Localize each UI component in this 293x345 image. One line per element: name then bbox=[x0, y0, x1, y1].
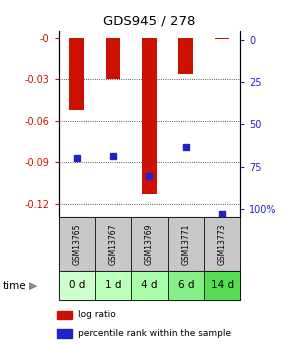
Bar bbox=[168, 271, 204, 300]
Bar bbox=[131, 271, 168, 300]
Text: GSM13767: GSM13767 bbox=[109, 223, 117, 265]
Bar bbox=[69, 38, 84, 110]
Text: 1 d: 1 d bbox=[105, 280, 121, 290]
Text: log ratio: log ratio bbox=[78, 310, 116, 319]
Bar bbox=[95, 271, 131, 300]
Bar bbox=[57, 329, 72, 338]
Bar bbox=[168, 217, 204, 271]
Bar bbox=[131, 217, 168, 271]
Text: GSM13771: GSM13771 bbox=[181, 224, 190, 265]
Text: GSM13769: GSM13769 bbox=[145, 223, 154, 265]
Bar bbox=[57, 310, 72, 319]
Bar bbox=[59, 217, 95, 271]
Bar bbox=[59, 271, 95, 300]
Text: GSM13773: GSM13773 bbox=[218, 223, 226, 265]
Bar bbox=[204, 217, 240, 271]
Bar bbox=[215, 38, 229, 39]
Bar bbox=[106, 38, 120, 79]
Text: GSM13765: GSM13765 bbox=[72, 223, 81, 265]
Title: GDS945 / 278: GDS945 / 278 bbox=[103, 14, 196, 27]
Text: 4 d: 4 d bbox=[141, 280, 158, 290]
Text: ▶: ▶ bbox=[29, 281, 38, 290]
Text: 14 d: 14 d bbox=[211, 280, 234, 290]
Bar bbox=[142, 38, 157, 194]
Bar bbox=[204, 271, 240, 300]
Bar bbox=[95, 217, 131, 271]
Bar bbox=[178, 38, 193, 74]
Text: percentile rank within the sample: percentile rank within the sample bbox=[78, 329, 231, 338]
Text: 6 d: 6 d bbox=[178, 280, 194, 290]
Text: time: time bbox=[3, 281, 27, 290]
Text: 0 d: 0 d bbox=[69, 280, 85, 290]
